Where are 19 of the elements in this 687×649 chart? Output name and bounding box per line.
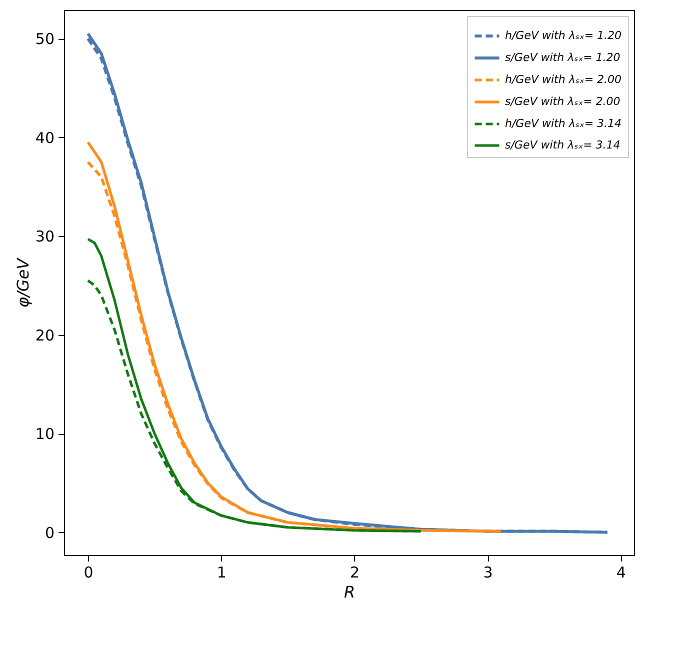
legend-label: s/GeV with λₛₓ= 3.14 xyxy=(505,138,620,152)
x-axis-title: R xyxy=(344,582,356,602)
x-tick-label: 4 xyxy=(616,564,626,582)
legend-label: h/GeV with λₛₓ= 3.14 xyxy=(505,117,622,130)
legend-label: s/GeV with λₛₓ= 1.20 xyxy=(505,51,620,64)
y-tick-label: 10 xyxy=(35,425,54,444)
y-tick-label: 30 xyxy=(35,228,54,246)
y-tick-label: 50 xyxy=(35,30,54,48)
legend-label: s/GeV with λₛₓ= 2.00 xyxy=(505,95,620,108)
y-tick-label: 0 xyxy=(44,524,54,542)
y-tick-label: 40 xyxy=(35,128,54,147)
legend-label: h/GeV with λₛₓ= 2.00 xyxy=(505,73,622,86)
legend-label: h/GeV with λₛₓ= 1.20 xyxy=(505,29,622,42)
y-tick-label: 20 xyxy=(35,326,54,344)
x-tick-label: 2 xyxy=(350,564,360,582)
y-axis-title: φ/GeV xyxy=(13,257,32,308)
x-tick-label: 0 xyxy=(84,564,94,582)
x-tick-label: 1 xyxy=(216,564,226,582)
x-tick-label: 3 xyxy=(483,564,493,582)
